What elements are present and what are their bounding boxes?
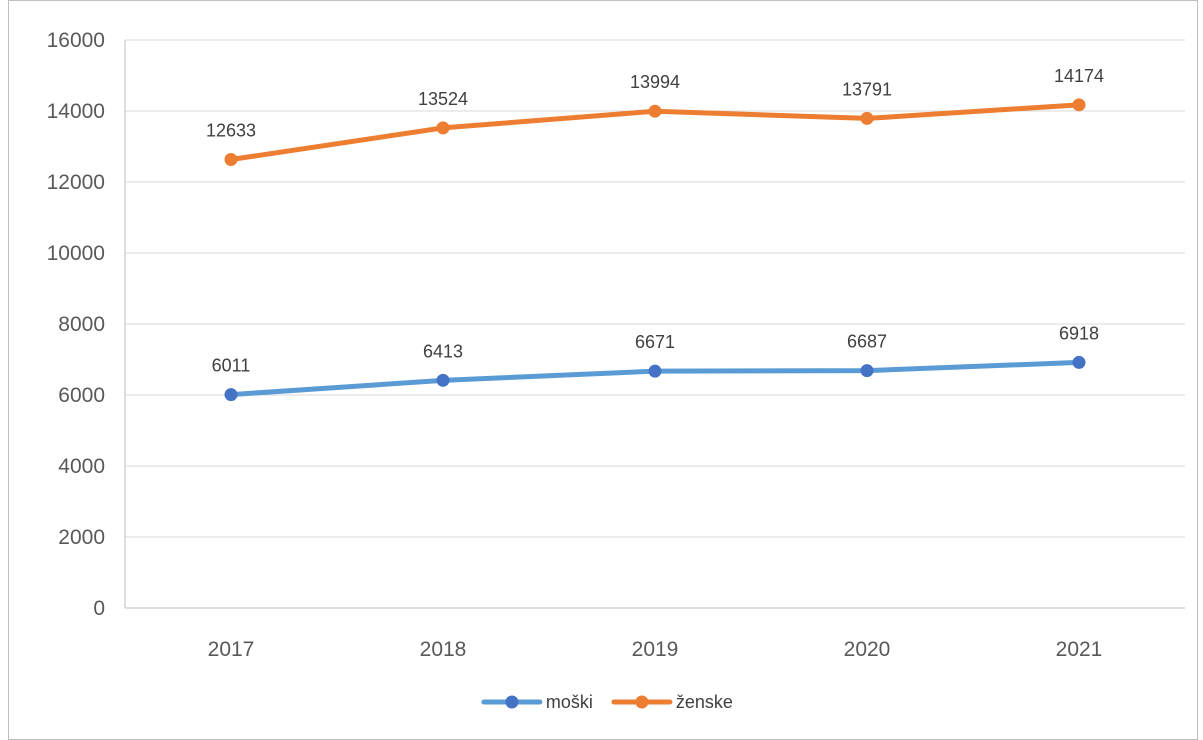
data-point — [224, 153, 238, 167]
data-point — [648, 104, 662, 118]
legend-marker — [635, 695, 649, 709]
data-point — [1072, 355, 1086, 369]
data-point — [224, 388, 238, 402]
x-tick-label: 2020 — [844, 638, 891, 661]
series — [224, 98, 1086, 402]
data-point — [860, 111, 874, 125]
y-tick-label: 16000 — [47, 29, 105, 52]
legend-label: ženske — [676, 692, 733, 712]
data-point — [436, 373, 450, 387]
legend-label: moški — [546, 692, 593, 712]
y-tick-label: 8000 — [58, 313, 105, 336]
data-point — [436, 121, 450, 135]
x-tick-label: 2021 — [1056, 638, 1103, 661]
data-label: 6687 — [847, 332, 887, 352]
y-tick-label: 12000 — [47, 171, 105, 194]
y-tick-label: 10000 — [47, 242, 105, 265]
data-label: 6918 — [1059, 323, 1099, 343]
data-point — [860, 364, 874, 378]
data-labels: 6011 6413 6671 6687 6918 12633 13524 13994 13791… — [206, 66, 1104, 376]
y-tick-label: 4000 — [58, 455, 105, 478]
data-label: 6011 — [212, 356, 251, 376]
x-tick-label: 2018 — [420, 638, 467, 661]
y-tick-label: 0 — [93, 597, 105, 620]
x-tick-label: 2019 — [632, 638, 679, 661]
axes: 0 2000 4000 6000 8000 10000 12000 14000 16000 201… — [47, 29, 1185, 661]
y-tick-label: 14000 — [47, 100, 105, 123]
data-point — [648, 364, 662, 378]
legend-marker — [505, 695, 519, 709]
y-tick-label: 2000 — [58, 526, 105, 549]
chart-frame — [8, 0, 1198, 740]
y-tick-label: 6000 — [58, 384, 105, 407]
data-label: 12633 — [206, 121, 256, 141]
data-point — [1072, 98, 1086, 112]
legend: moški ženske — [481, 692, 733, 712]
data-label: 13994 — [630, 72, 680, 92]
data-label: 14174 — [1054, 66, 1104, 86]
data-label: 6413 — [423, 341, 463, 361]
data-label: 6671 — [635, 332, 675, 352]
x-tick-label: 2017 — [208, 638, 255, 661]
data-label: 13524 — [418, 89, 468, 109]
data-label: 13791 — [842, 79, 892, 99]
